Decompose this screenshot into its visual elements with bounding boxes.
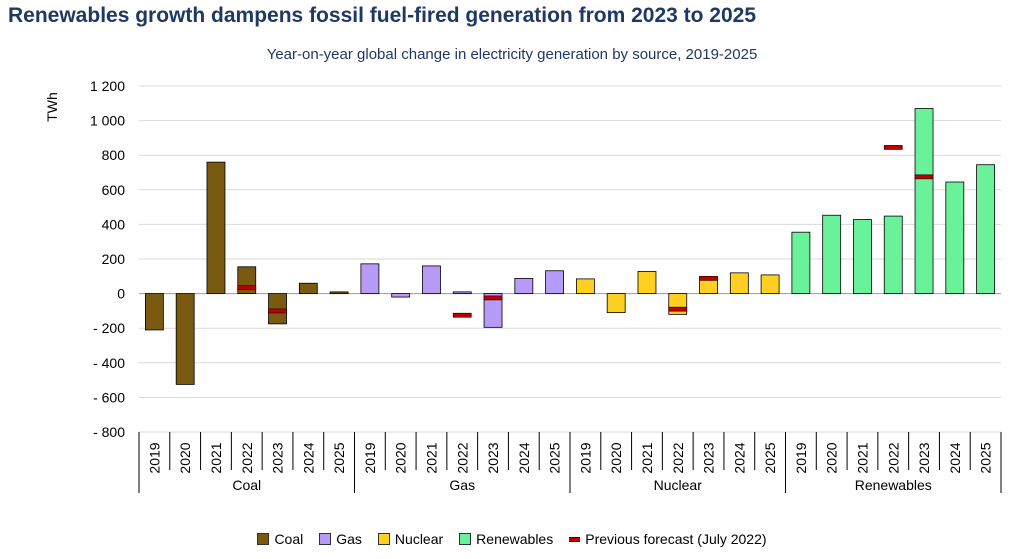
bar-renewables-2021 xyxy=(853,219,872,294)
legend-swatch-gas xyxy=(319,533,332,545)
x-tick-label: 2025 xyxy=(331,442,347,473)
y-tick-label: 400 xyxy=(102,216,126,232)
x-tick-label: 2023 xyxy=(916,442,932,473)
legend-item-gas: Gas xyxy=(319,531,362,547)
bar-gas-2023 xyxy=(483,293,503,328)
bar-nuclear-2019 xyxy=(575,278,595,294)
x-tick-label: 2021 xyxy=(423,442,439,473)
bar-gas-2025 xyxy=(545,270,565,295)
bar-renewables-2019 xyxy=(791,231,811,294)
legend-item-nuclear: Nuclear xyxy=(377,531,444,547)
legend-item-coal: Coal xyxy=(257,531,303,547)
x-tick-label: 2019 xyxy=(362,442,378,473)
forecast-marker-renewables-2022 xyxy=(883,145,903,150)
legend-label-previous-forecast: Previous forecast (July 2022) xyxy=(585,531,767,547)
x-tick-label: 2019 xyxy=(793,442,809,473)
legend-label-nuclear: Nuclear xyxy=(394,531,444,547)
forecast-marker-nuclear-2022 xyxy=(668,306,688,312)
x-tick-label: 2023 xyxy=(701,442,717,473)
forecast-marker-gas-2022 xyxy=(452,312,472,318)
bar-nuclear-2024 xyxy=(729,272,749,294)
y-tick-label: 0 xyxy=(117,286,125,302)
x-tick-label: 2020 xyxy=(824,442,840,473)
bar-coal-2019 xyxy=(144,293,164,331)
legend-item-renewables: Renewables xyxy=(459,531,553,547)
y-tick-label: 1 000 xyxy=(90,113,125,129)
y-tick-label: 800 xyxy=(102,147,126,163)
x-tick-label: 2022 xyxy=(239,442,255,473)
x-tick-label: 2025 xyxy=(547,442,563,473)
x-tick-label: 2019 xyxy=(577,442,593,473)
bar-renewables-2023 xyxy=(914,108,934,294)
legend-swatch-previous-forecast xyxy=(569,536,581,542)
bar-coal-2020 xyxy=(175,293,195,385)
x-tick-label: 2020 xyxy=(608,442,624,473)
forecast-layer xyxy=(237,145,934,318)
x-tick-label: 2023 xyxy=(485,442,501,473)
forecast-marker-gas-2023 xyxy=(483,295,503,301)
bar-nuclear-2021 xyxy=(637,271,657,294)
bar-nuclear-2025 xyxy=(760,274,780,294)
y-tick-label: - 800 xyxy=(93,424,125,440)
x-tick-label: 2020 xyxy=(177,442,193,473)
forecast-marker-renewables-2023 xyxy=(914,174,934,180)
x-tick-label: 2022 xyxy=(885,442,901,473)
group-label-gas: Gas xyxy=(449,477,475,493)
bar-gas-2021 xyxy=(422,265,441,295)
chart-plot: - 800 - 600 - 400 - 200 0 200 400 600 800 1 000 1 … xyxy=(44,78,1002,493)
x-tick-label: 2024 xyxy=(516,442,532,473)
legend-label-coal: Coal xyxy=(274,531,304,547)
bar-gas-2019 xyxy=(360,263,380,294)
x-tick-label: 2022 xyxy=(454,442,470,473)
forecast-marker-nuclear-2023 xyxy=(699,276,718,281)
x-tick-label: 2025 xyxy=(978,442,994,473)
axis-layer: - 800 - 600 - 400 - 200 0 200 400 600 800 1 000 1 … xyxy=(90,78,1002,493)
y-tick-label: 1 200 xyxy=(90,78,125,94)
bar-coal-2024 xyxy=(298,282,318,295)
x-tick-label: 2020 xyxy=(393,442,409,473)
bar-gas-2020 xyxy=(391,293,411,298)
x-tick-label: 2019 xyxy=(146,442,162,473)
legend-swatch-nuclear xyxy=(377,533,390,545)
bar-coal-2021 xyxy=(206,161,226,294)
group-label-renewables: Renewables xyxy=(855,477,932,493)
bar-renewables-2024 xyxy=(945,181,965,294)
bar-layer xyxy=(144,108,996,385)
bar-renewables-2022 xyxy=(883,215,903,294)
forecast-marker-coal-2023 xyxy=(268,308,287,314)
x-tick-label: 2024 xyxy=(300,442,316,473)
legend-label-gas: Gas xyxy=(336,531,362,547)
y-tick-label: 600 xyxy=(102,182,126,198)
x-tick-label: 2023 xyxy=(270,442,286,473)
x-tick-label: 2024 xyxy=(731,442,747,473)
y-tick-label: 200 xyxy=(102,251,126,267)
y-tick-label: - 600 xyxy=(93,389,125,405)
bar-coal-2025 xyxy=(329,291,349,294)
y-axis-label: TWh xyxy=(44,92,60,122)
x-tick-label: 2025 xyxy=(762,442,778,473)
legend-swatch-coal xyxy=(257,533,270,545)
legend-swatch-renewables xyxy=(459,533,472,545)
x-tick-label: 2022 xyxy=(670,442,686,473)
bar-gas-2022 xyxy=(452,291,472,294)
chart-title: Renewables growth dampens fossil fuel-fi… xyxy=(8,4,757,27)
bar-nuclear-2020 xyxy=(606,293,626,314)
group-label-coal: Coal xyxy=(232,477,261,493)
legend-label-renewables: Renewables xyxy=(476,531,554,547)
group-label-nuclear: Nuclear xyxy=(654,477,703,493)
x-tick-label: 2021 xyxy=(854,442,870,473)
x-tick-label: 2021 xyxy=(208,442,224,473)
forecast-marker-coal-2022 xyxy=(237,285,257,290)
bar-gas-2024 xyxy=(514,277,534,295)
x-tick-label: 2021 xyxy=(639,442,655,473)
chart-legend: Coal Gas Nuclear Renewables Previous for… xyxy=(0,531,1024,547)
legend-item-previous-forecast: Previous forecast (July 2022) xyxy=(569,531,767,547)
bar-renewables-2025 xyxy=(976,164,996,294)
y-tick-label: - 200 xyxy=(93,320,125,336)
bar-renewables-2020 xyxy=(822,214,842,295)
chart-subtitle: Year-on-year global change in electricit… xyxy=(266,46,758,63)
x-tick-label: 2024 xyxy=(947,442,963,473)
y-tick-label: - 400 xyxy=(93,355,125,371)
